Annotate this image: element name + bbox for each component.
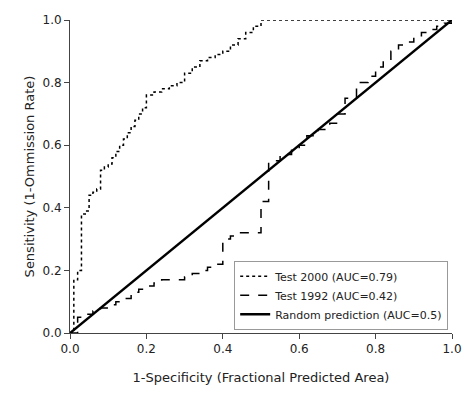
svg-text:0.6: 0.6 xyxy=(290,342,309,356)
svg-text:1.0: 1.0 xyxy=(43,13,62,27)
svg-text:0.0: 0.0 xyxy=(60,342,79,356)
svg-text:0.2: 0.2 xyxy=(137,342,156,356)
svg-text:0.4: 0.4 xyxy=(43,201,62,215)
svg-text:0.4: 0.4 xyxy=(213,342,232,356)
svg-text:Test 2000 (AUC=0.79): Test 2000 (AUC=0.79) xyxy=(274,271,397,284)
svg-text:0.0: 0.0 xyxy=(43,326,62,340)
svg-text:Test 1992 (AUC=0.42): Test 1992 (AUC=0.42) xyxy=(274,290,397,303)
svg-text:1.0: 1.0 xyxy=(442,342,461,356)
svg-text:Sensitivity (1-Ommission Rate): Sensitivity (1-Ommission Rate) xyxy=(22,76,37,278)
svg-text:0.2: 0.2 xyxy=(43,264,62,278)
svg-text:1-Specificity (Fractional Pred: 1-Specificity (Fractional Predicted Area… xyxy=(133,370,390,385)
svg-text:0.8: 0.8 xyxy=(43,76,62,90)
svg-text:0.8: 0.8 xyxy=(366,342,385,356)
svg-text:0.6: 0.6 xyxy=(43,138,62,152)
svg-text:Random prediction (AUC=0.5): Random prediction (AUC=0.5) xyxy=(275,309,441,322)
